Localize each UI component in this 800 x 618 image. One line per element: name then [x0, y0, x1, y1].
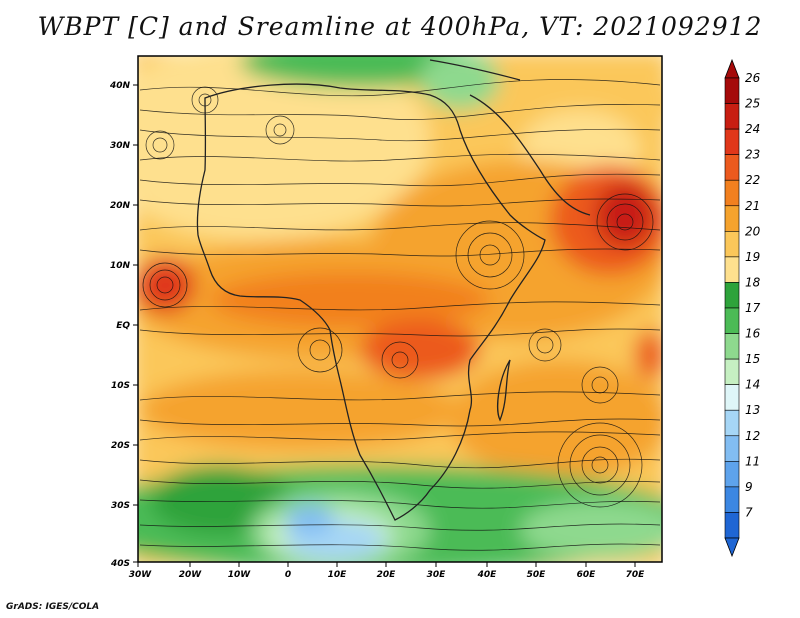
colorbar-label: 7	[745, 505, 753, 519]
lat-label: 20S	[111, 441, 130, 451]
lon-label: 0	[285, 570, 291, 580]
colorbar-swatch	[724, 461, 740, 488]
credit-text: GrADS: IGES/COLA	[6, 602, 100, 612]
colorbar-swatch	[724, 179, 740, 207]
map-title: WBPT [C] and Sreamline at 400hPa, VT: 20…	[37, 12, 763, 41]
colorbar-label: 20	[745, 224, 761, 238]
colorbar-swatch	[724, 231, 740, 258]
lon-label: 10W	[228, 570, 252, 580]
lon-label: 20E	[377, 570, 397, 580]
lat-label: EQ	[116, 321, 130, 331]
colorbar-label: 14	[745, 378, 760, 392]
lat-label: 40N	[109, 81, 131, 91]
lon-label: 10E	[328, 570, 348, 580]
colorbar-label: 25	[745, 97, 760, 111]
axis-ticks	[133, 84, 636, 567]
streamlines	[139, 79, 661, 551]
colorbar-swatch	[724, 77, 740, 104]
colorbar-swatch	[724, 256, 740, 283]
colorbar-swatch	[724, 358, 740, 385]
colorbar-label: 9	[745, 480, 753, 494]
colorbar-swatch	[724, 103, 740, 130]
colorbar-swatch	[724, 435, 740, 462]
colorbar-label: 24	[745, 122, 760, 136]
lon-label: 70E	[626, 570, 646, 580]
colorbar-label: 19	[745, 250, 760, 264]
lat-label: 20N	[110, 201, 131, 211]
lat-label: 30S	[111, 501, 130, 511]
colorbar-label: 11	[745, 454, 760, 468]
lat-label: 40S	[110, 559, 130, 569]
latitude-labels: 40N 30N 20N 10N EQ 10S 20S 30S 40S	[109, 81, 131, 569]
lat-label: 30N	[110, 141, 131, 151]
colorbar-swatch	[724, 205, 740, 232]
lat-label: 10N	[110, 261, 131, 271]
colorbar-top-arrow	[724, 58, 740, 79]
colorbar-label: 16	[745, 327, 761, 341]
lon-label: 40E	[477, 570, 498, 580]
lon-label: 20W	[179, 570, 203, 580]
map-frame	[137, 55, 663, 563]
colorbar-swatch	[724, 384, 740, 411]
colorbar: 26 25 24 23 22 21 20 19 18 17 16 15 14 13 12 11 9 7	[724, 58, 761, 558]
colorbar-swatch	[724, 512, 740, 539]
lon-label: 60E	[577, 570, 597, 580]
lon-label: 30E	[427, 570, 447, 580]
coastlines	[196, 59, 591, 521]
map-area	[138, 56, 662, 562]
colorbar-bottom-arrow	[724, 537, 740, 558]
longitude-labels: 30W 20W 10W 0 10E 20E 30E 40E 50E 60E 70…	[129, 570, 645, 580]
lon-label: 30W	[129, 570, 153, 580]
colorbar-label: 22	[745, 173, 760, 187]
colorbar-label: 12	[745, 429, 760, 443]
colorbar-label: 15	[745, 352, 760, 366]
colorbar-swatch	[724, 154, 740, 181]
colorbar-label: 18	[745, 275, 761, 289]
colorbar-label: 13	[745, 403, 760, 417]
colorbar-swatch	[724, 307, 740, 334]
colorbar-swatch	[724, 282, 740, 309]
wbpt-field	[138, 56, 662, 562]
lon-label: 50E	[527, 570, 547, 580]
colorbar-label: 26	[745, 71, 761, 85]
colorbar-label: 21	[745, 199, 760, 213]
colorbar-label: 23	[745, 148, 760, 162]
lat-label: 10S	[111, 381, 130, 391]
colorbar-swatch	[724, 333, 740, 360]
colorbar-swatch	[724, 409, 740, 437]
colorbar-label: 17	[745, 301, 761, 315]
colorbar-swatch	[724, 486, 740, 513]
colorbar-swatch	[724, 128, 740, 155]
